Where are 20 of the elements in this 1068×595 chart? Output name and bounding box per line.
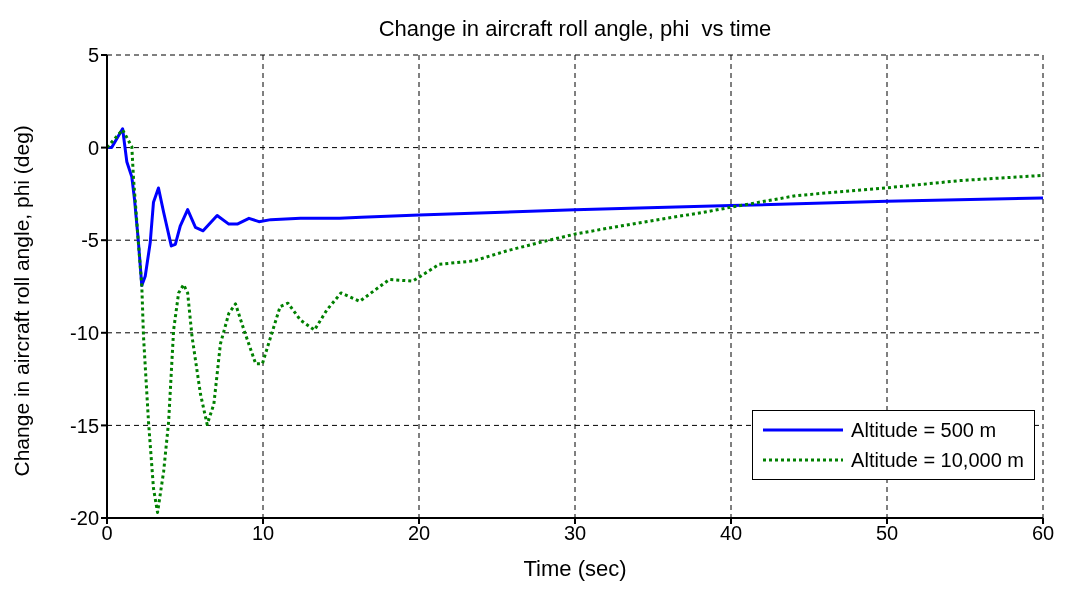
x-tick-label: 20 [407,522,431,545]
legend-label: Altitude = 10,000 m [851,448,1024,472]
x-tick-label: 60 [1031,522,1055,545]
line-series [107,128,1043,514]
x-tick-label: 50 [875,522,899,545]
x-tick-label: 10 [251,522,275,545]
y-axis-title: Change in aircraft roll angle, phi (deg) [10,125,34,477]
x-tick-label: 0 [101,522,113,545]
y-tick-label: -10 [70,321,99,344]
x-tick-label: 40 [719,522,743,545]
y-tick-label: -15 [70,414,99,437]
y-tick-label: -5 [81,229,99,252]
y-tick-label: 0 [87,136,99,159]
y-tick-label: 5 [87,44,99,67]
chart-title: Change in aircraft roll angle, phi vs time [377,16,773,42]
legend-label: Altitude = 500 m [851,418,997,442]
x-axis-title: Time (sec) [523,556,627,581]
y-tick-label: -20 [70,507,99,530]
x-tick-label: 30 [563,522,587,545]
line-series [107,127,1043,288]
